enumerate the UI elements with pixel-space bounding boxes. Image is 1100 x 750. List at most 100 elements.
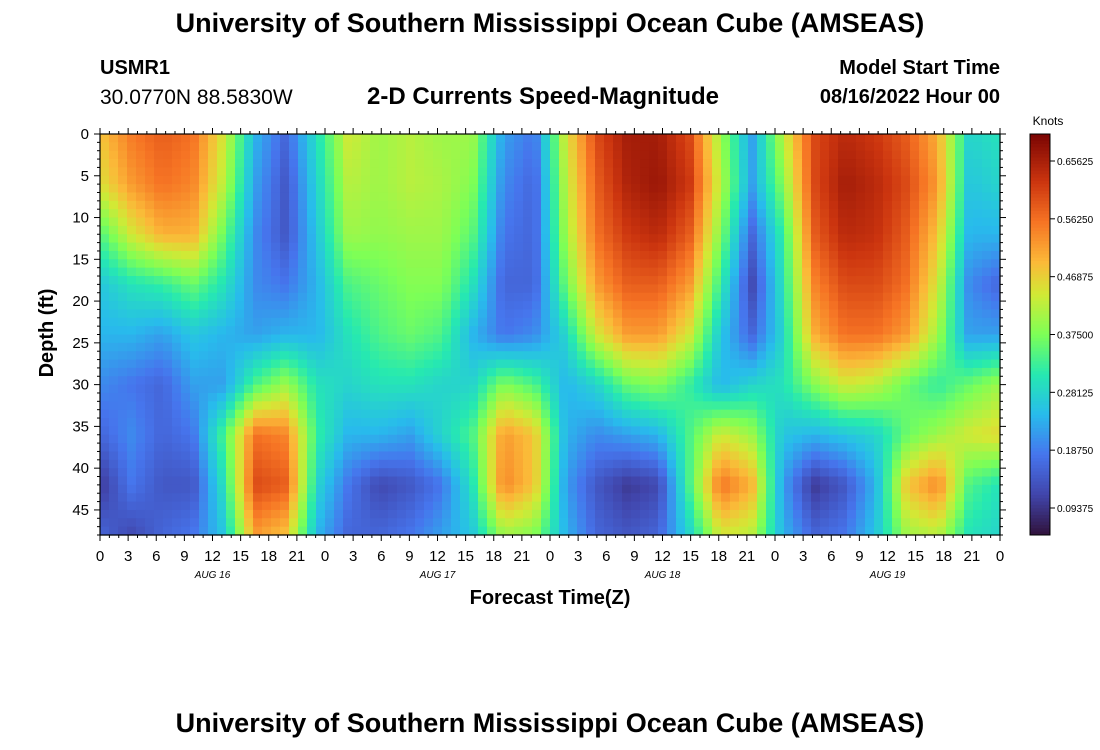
heatmap-cell xyxy=(982,493,992,503)
heatmap-cell xyxy=(316,476,326,486)
heatmap-cell xyxy=(253,209,263,219)
heatmap-cell xyxy=(649,250,659,260)
heatmap-cell xyxy=(811,309,821,319)
heatmap-cell xyxy=(244,518,254,528)
heatmap-cell xyxy=(838,351,848,361)
heatmap-cell xyxy=(406,159,416,169)
heatmap-cell xyxy=(991,451,1001,461)
heatmap-cell xyxy=(703,384,713,394)
heatmap-cell xyxy=(451,292,461,302)
heatmap-cell xyxy=(892,359,902,369)
heatmap-cell xyxy=(775,159,785,169)
heatmap-cell xyxy=(811,150,821,160)
heatmap-cell xyxy=(109,326,119,336)
heatmap-cell xyxy=(307,209,317,219)
heatmap-cell xyxy=(694,134,704,143)
heatmap-cell xyxy=(586,167,596,177)
heatmap-cell xyxy=(964,409,974,419)
heatmap-cell xyxy=(595,334,605,344)
heatmap-cell xyxy=(532,309,542,319)
heatmap-cell xyxy=(325,459,335,469)
heatmap-cell xyxy=(946,200,956,210)
heatmap-cell xyxy=(856,493,866,503)
heatmap-cell xyxy=(424,392,434,402)
heatmap-cell xyxy=(325,509,335,519)
heatmap-cell xyxy=(226,242,236,252)
heatmap-cell xyxy=(631,134,641,143)
heatmap-cell xyxy=(478,384,488,394)
heatmap-cell xyxy=(262,359,272,369)
heatmap-cell xyxy=(163,309,173,319)
heatmap-cell xyxy=(127,167,137,177)
heatmap-cell xyxy=(514,476,524,486)
heatmap-cell xyxy=(883,334,893,344)
heatmap-cell xyxy=(820,217,830,227)
heatmap-cell xyxy=(865,384,875,394)
heatmap-cell xyxy=(712,476,722,486)
heatmap-cell xyxy=(145,175,155,185)
heatmap-cell xyxy=(622,292,632,302)
heatmap-cell xyxy=(694,384,704,394)
heatmap-cell xyxy=(262,209,272,219)
heatmap-cell xyxy=(811,392,821,402)
heatmap-cell xyxy=(469,234,479,244)
heatmap-cell xyxy=(397,359,407,369)
heatmap-cell xyxy=(352,301,362,311)
heatmap-cell xyxy=(271,301,281,311)
heatmap-cell xyxy=(352,384,362,394)
heatmap-cell xyxy=(730,526,740,536)
heatmap-cell xyxy=(694,334,704,344)
heatmap-cell xyxy=(622,175,632,185)
heatmap-cell xyxy=(847,292,857,302)
heatmap-cell xyxy=(892,250,902,260)
heatmap-cell xyxy=(451,267,461,277)
heatmap-cell xyxy=(649,493,659,503)
heatmap-cell xyxy=(658,501,668,511)
heatmap-cell xyxy=(505,367,515,377)
heatmap-cell xyxy=(442,175,452,185)
heatmap-cell xyxy=(217,518,227,528)
heatmap-cell xyxy=(388,234,398,244)
heatmap-cell xyxy=(136,384,146,394)
heatmap-cell xyxy=(127,301,137,311)
heatmap-cell xyxy=(127,309,137,319)
heatmap-cell xyxy=(100,526,110,536)
heatmap-cell xyxy=(397,392,407,402)
heatmap-cell xyxy=(910,309,920,319)
heatmap-cell xyxy=(631,250,641,260)
heatmap-cell xyxy=(703,401,713,411)
heatmap-cell xyxy=(505,468,515,478)
heatmap-cell xyxy=(442,184,452,194)
heatmap-cell xyxy=(190,200,200,210)
heatmap-cell xyxy=(892,259,902,269)
heatmap-cell xyxy=(343,334,353,344)
heatmap-cell xyxy=(289,317,299,327)
heatmap-cell xyxy=(280,493,290,503)
heatmap-cell xyxy=(235,526,245,536)
heatmap-cell xyxy=(766,376,776,386)
heatmap-cell xyxy=(361,401,371,411)
heatmap-cell xyxy=(820,409,830,419)
heatmap-cell xyxy=(838,217,848,227)
heatmap-cell xyxy=(991,159,1001,169)
heatmap-cell xyxy=(523,259,533,269)
heatmap-cell xyxy=(190,209,200,219)
heatmap-cell xyxy=(766,234,776,244)
heatmap-cell xyxy=(883,401,893,411)
heatmap-cell xyxy=(262,225,272,235)
heatmap-cell xyxy=(712,359,722,369)
heatmap-cell xyxy=(712,309,722,319)
heatmap-cell xyxy=(676,317,686,327)
heatmap-cell xyxy=(208,426,218,436)
heatmap-cell xyxy=(883,526,893,536)
heatmap-cell xyxy=(928,200,938,210)
heatmap-cell xyxy=(712,468,722,478)
heatmap-cell xyxy=(442,518,452,528)
heatmap-cell xyxy=(190,392,200,402)
heatmap-cell xyxy=(676,518,686,528)
heatmap-cell xyxy=(253,317,263,327)
heatmap-cell xyxy=(685,284,695,294)
heatmap-cell xyxy=(244,225,254,235)
heatmap-cell xyxy=(541,167,551,177)
heatmap-cell xyxy=(865,418,875,427)
